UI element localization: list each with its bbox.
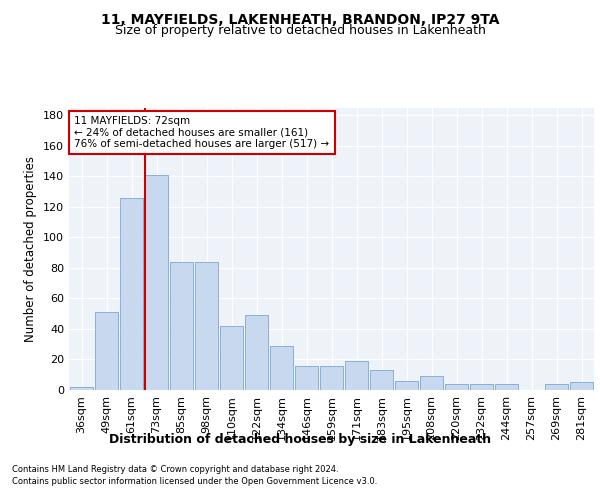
Y-axis label: Number of detached properties: Number of detached properties — [25, 156, 37, 342]
Bar — [195, 262, 218, 390]
Text: 11 MAYFIELDS: 72sqm
← 24% of detached houses are smaller (161)
76% of semi-detac: 11 MAYFIELDS: 72sqm ← 24% of detached ho… — [74, 116, 329, 149]
Text: Contains HM Land Registry data © Crown copyright and database right 2024.: Contains HM Land Registry data © Crown c… — [12, 465, 338, 474]
Text: Contains public sector information licensed under the Open Government Licence v3: Contains public sector information licen… — [12, 478, 377, 486]
Bar — [495, 384, 518, 390]
Bar — [370, 370, 393, 390]
Text: Distribution of detached houses by size in Lakenheath: Distribution of detached houses by size … — [109, 432, 491, 446]
Bar — [245, 315, 268, 390]
Bar — [95, 312, 118, 390]
Bar — [170, 262, 193, 390]
Text: Size of property relative to detached houses in Lakenheath: Size of property relative to detached ho… — [115, 24, 485, 37]
Bar — [320, 366, 343, 390]
Bar — [545, 384, 568, 390]
Bar — [295, 366, 318, 390]
Bar — [120, 198, 143, 390]
Text: 11, MAYFIELDS, LAKENHEATH, BRANDON, IP27 9TA: 11, MAYFIELDS, LAKENHEATH, BRANDON, IP27… — [101, 12, 499, 26]
Bar — [270, 346, 293, 390]
Bar — [345, 361, 368, 390]
Bar — [220, 326, 243, 390]
Bar — [570, 382, 593, 390]
Bar — [145, 174, 168, 390]
Bar — [470, 384, 493, 390]
Bar — [395, 381, 418, 390]
Bar — [445, 384, 468, 390]
Bar — [420, 376, 443, 390]
Bar — [70, 387, 93, 390]
